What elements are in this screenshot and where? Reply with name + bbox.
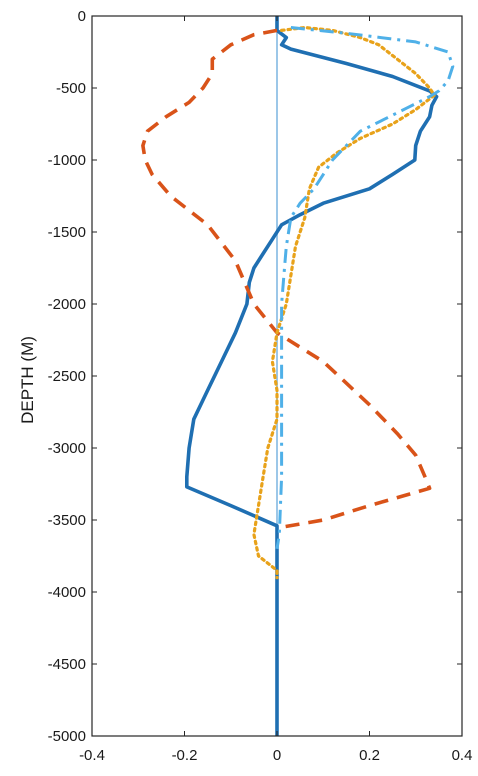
x-tick-label: 0.4 — [452, 747, 473, 764]
y-tick-label: -3000 — [48, 440, 86, 457]
y-tick-label: -1000 — [48, 152, 86, 169]
y-tick-label: 0 — [78, 8, 86, 25]
y-tick-label: -4500 — [48, 656, 86, 673]
x-tick-label: -0.4 — [79, 747, 105, 764]
axes-layer: 0 -500 -1000 -1500 -2000 -2500 -3000 -3500 -4000… — [48, 8, 473, 764]
y-tick-label: -3500 — [48, 512, 86, 529]
y-axis-title: DEPTH (M) — [18, 336, 37, 424]
series-line-1-solid — [185, 16, 439, 736]
series-line-2-dashed — [141, 28, 432, 529]
y-tick-label: -1500 — [48, 224, 86, 241]
series-layer — [141, 16, 455, 736]
y-tick-label: -2500 — [48, 368, 86, 385]
y-tick-label: -4000 — [48, 584, 86, 601]
x-tick-label: -0.2 — [172, 747, 198, 764]
x-tick-label: 0.2 — [359, 747, 380, 764]
series-line-3-dotted — [252, 25, 436, 580]
y-tick-label: -2000 — [48, 296, 86, 313]
series-line-4-dashdot — [275, 26, 455, 550]
x-tick-label: 0 — [273, 747, 281, 764]
y-tick-label: -5000 — [48, 728, 86, 745]
y-tick-label: -500 — [56, 80, 86, 97]
